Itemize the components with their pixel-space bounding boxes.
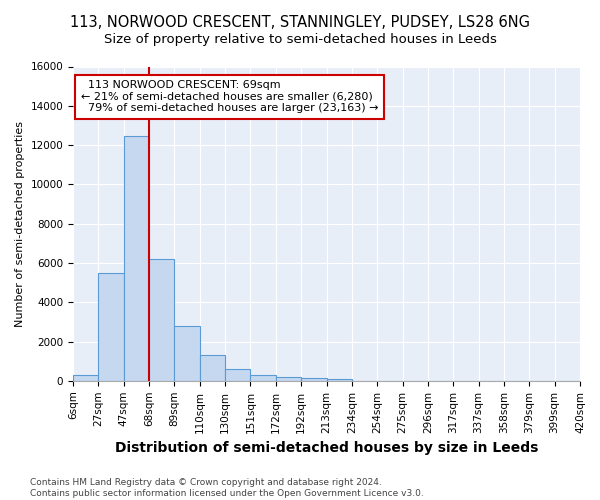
Text: 113, NORWOOD CRESCENT, STANNINGLEY, PUDSEY, LS28 6NG: 113, NORWOOD CRESCENT, STANNINGLEY, PUDS…: [70, 15, 530, 30]
Bar: [73, 374, 98, 381]
Bar: [98, 273, 124, 381]
Text: Contains HM Land Registry data © Crown copyright and database right 2024.
Contai: Contains HM Land Registry data © Crown c…: [30, 478, 424, 498]
Bar: [149, 259, 175, 381]
Y-axis label: Number of semi-detached properties: Number of semi-detached properties: [15, 120, 25, 326]
X-axis label: Distribution of semi-detached houses by size in Leeds: Distribution of semi-detached houses by …: [115, 441, 538, 455]
Bar: [175, 326, 200, 381]
Bar: [276, 377, 301, 381]
Bar: [250, 376, 276, 381]
Bar: [225, 369, 250, 381]
Bar: [301, 378, 326, 381]
Bar: [200, 356, 225, 381]
Bar: [124, 136, 149, 381]
Bar: [326, 379, 352, 381]
Text: 113 NORWOOD CRESCENT: 69sqm
← 21% of semi-detached houses are smaller (6,280)
  : 113 NORWOOD CRESCENT: 69sqm ← 21% of sem…: [80, 80, 378, 114]
Text: Size of property relative to semi-detached houses in Leeds: Size of property relative to semi-detach…: [104, 32, 496, 46]
